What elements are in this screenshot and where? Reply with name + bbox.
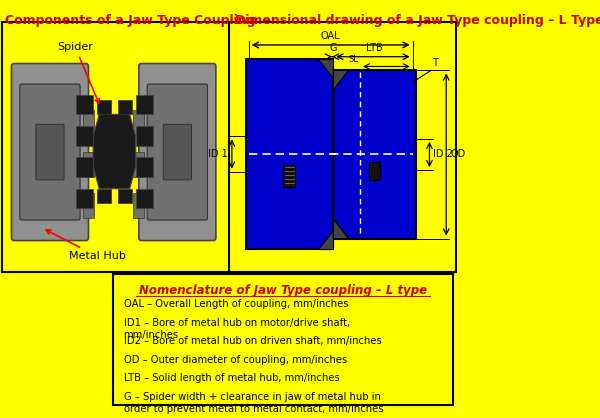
Bar [283,165,295,187]
Text: LTB – Solid length of metal hub, mm/inches: LTB – Solid length of metal hub, mm/inch… [124,374,340,383]
Bar [133,193,144,218]
Bar [118,100,132,115]
Polygon shape [334,70,349,90]
Text: ID 1: ID 1 [208,149,228,159]
Text: ID 2: ID 2 [433,150,453,160]
Text: OAL – Overall Length of coupling, mm/inches: OAL – Overall Length of coupling, mm/inc… [124,299,348,309]
Polygon shape [93,115,136,189]
FancyBboxPatch shape [147,84,208,220]
FancyBboxPatch shape [139,64,216,240]
Text: Nomenclature of Jaw Type coupling – L type: Nomenclature of Jaw Type coupling – L ty… [139,283,427,296]
Bar [83,152,94,177]
Text: Spider: Spider [57,42,99,103]
Text: G: G [329,43,337,53]
Text: OAL: OAL [321,31,340,41]
Bar [133,152,144,177]
Text: ID2 – Bore of metal hub on driven shaft, mm/inches: ID2 – Bore of metal hub on driven shaft,… [124,336,382,347]
Bar [83,193,94,218]
Bar [83,110,94,136]
Polygon shape [76,158,93,177]
Polygon shape [76,189,93,208]
Text: Dimensional drawing of a Jaw Type coupling – L Type: Dimensional drawing of a Jaw Type coupli… [235,14,600,27]
Text: Components of a Jaw Type Coupling: Components of a Jaw Type Coupling [5,14,255,27]
FancyBboxPatch shape [11,64,88,240]
Text: G – Spider width + clearance in jaw of metal hub in
order to prevent metal to me: G – Spider width + clearance in jaw of m… [124,392,383,415]
Bar [334,70,416,239]
Polygon shape [136,158,152,177]
Bar [369,162,380,180]
Text: OD – Outer diameter of coupling, mm/inches: OD – Outer diameter of coupling, mm/inch… [124,355,347,365]
Bar [245,59,334,249]
Polygon shape [76,126,93,146]
Bar [97,100,110,115]
Text: ID1 – Bore of metal hub on motor/drive shaft,
mm/inches: ID1 – Bore of metal hub on motor/drive s… [124,318,350,340]
Bar [113,274,453,405]
Bar [2,21,456,272]
Bar [133,110,144,136]
FancyBboxPatch shape [163,124,191,180]
FancyBboxPatch shape [20,84,80,220]
Polygon shape [136,126,152,146]
Polygon shape [334,219,349,239]
Text: OD: OD [451,150,466,160]
Text: LTB: LTB [366,43,383,53]
Polygon shape [318,59,334,78]
Bar [118,189,132,204]
FancyBboxPatch shape [36,124,64,180]
Polygon shape [318,230,334,249]
Text: Metal Hub: Metal Hub [46,230,125,261]
Polygon shape [76,95,93,115]
Polygon shape [136,189,152,208]
Text: SL: SL [349,55,359,64]
Polygon shape [136,95,152,115]
Text: T: T [433,59,439,69]
Bar [97,189,110,204]
